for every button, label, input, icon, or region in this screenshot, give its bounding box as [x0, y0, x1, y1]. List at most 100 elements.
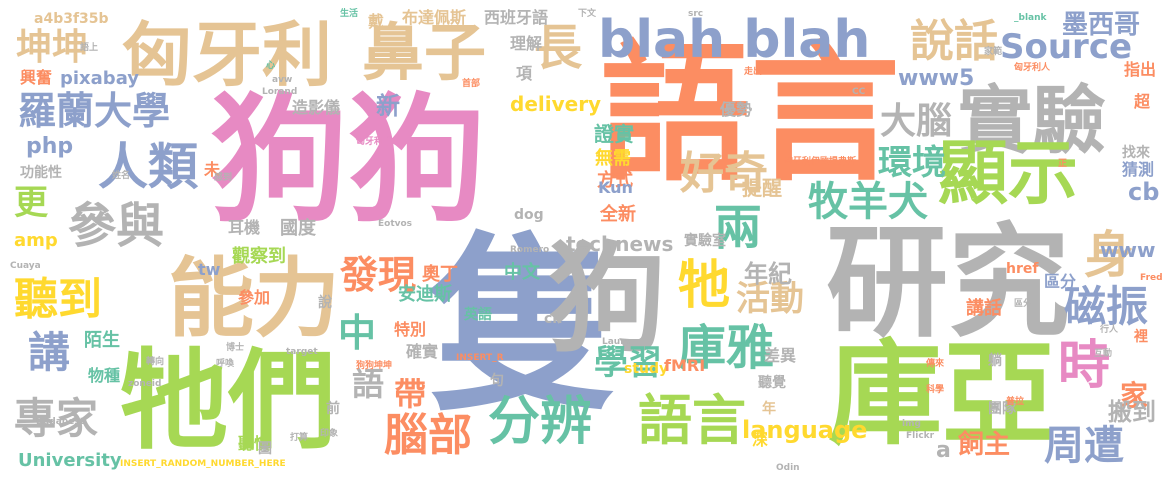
word: 躺 [988, 353, 1002, 369]
word: 匈牙利人 [1014, 63, 1051, 73]
word: 傳來 [926, 359, 945, 369]
word: 新 [376, 92, 400, 120]
word: 發現 [340, 253, 417, 297]
word: 匈牙利 [122, 14, 332, 96]
word: amp [14, 230, 58, 251]
word: 未 [204, 160, 221, 179]
word: 庫雅 [678, 320, 775, 376]
word: 項 [516, 64, 533, 83]
word: University [18, 450, 122, 471]
word: 學習 [594, 343, 662, 383]
word: 能力 [168, 249, 340, 349]
word: 前 [326, 401, 340, 417]
word: 帶 [394, 375, 427, 413]
word: target [286, 347, 318, 357]
word: 參與 [68, 198, 165, 254]
word: 中 [338, 311, 377, 355]
word: _blank [1014, 13, 1047, 23]
word: 興奮 [20, 68, 53, 87]
word: 坤坤 [16, 27, 89, 68]
word: 奧丁 [422, 264, 458, 285]
word: 功能性 [20, 165, 62, 181]
word: 下文 [578, 9, 597, 19]
word: 年紀 [744, 260, 792, 288]
word: 指出 [1124, 60, 1157, 79]
word: 造影儀 [292, 98, 341, 117]
word: Kun [598, 178, 633, 197]
word: 行人 [1100, 325, 1119, 335]
word: 兩 [714, 200, 763, 256]
word: 講 [28, 328, 71, 377]
word: 博士 [226, 343, 245, 353]
word: 說 [318, 295, 332, 311]
word: zoneid [128, 379, 162, 389]
word: 周遭 [1044, 423, 1124, 469]
word: pixabay [60, 68, 140, 89]
word: 方式 [597, 170, 633, 191]
word: 顯示 [938, 132, 1078, 214]
word: src [688, 9, 704, 19]
word: blah blah [598, 10, 871, 70]
word: 腦部 [384, 410, 472, 461]
word: 普拉 [1006, 397, 1025, 407]
word: 專家 [14, 394, 99, 443]
word: 布達佩斯 [402, 8, 467, 27]
word: 區分 [1014, 299, 1033, 309]
word: www5 [898, 66, 975, 91]
word: a [936, 438, 951, 463]
word: 猜測 [1122, 160, 1155, 179]
word: 理解 [510, 34, 543, 53]
word: dog [514, 207, 544, 223]
word: Fred [1140, 273, 1163, 283]
word: 狗狗坤坤 [356, 361, 393, 371]
word: www [1100, 238, 1156, 262]
word: 裡 [1134, 329, 1148, 345]
word: 安迪斯 [398, 284, 452, 305]
word: Romero [510, 245, 550, 255]
word: 講話 [966, 298, 1002, 319]
word: Budapest [36, 417, 84, 427]
word: 生活 [340, 9, 359, 19]
word: 句 [490, 373, 504, 389]
word: 心 [266, 61, 276, 71]
word: language [742, 416, 868, 444]
word: 庫亞 [828, 328, 1057, 461]
word: 狗狗 [210, 80, 487, 241]
word: Eotvos [378, 219, 413, 229]
word: Source [1000, 27, 1133, 67]
word: 正 [1058, 159, 1068, 169]
word: 陌生 [84, 330, 120, 351]
word: ck [544, 311, 562, 327]
word: 超 [1134, 92, 1151, 111]
word: 姓名 [112, 171, 131, 181]
word: 走出 [744, 67, 763, 77]
word: 聽慣 [238, 434, 271, 453]
word: fMRI [664, 356, 706, 375]
word: 匈牙利伊歐提弗斯 [784, 157, 857, 167]
word: 長 [534, 20, 583, 76]
word: 更 [14, 183, 48, 223]
word: 身 [1084, 226, 1134, 284]
word: 隻 [428, 216, 619, 437]
word: 搬到 [1108, 398, 1156, 426]
word: Laura [602, 337, 631, 347]
word: 匈牙利語 [356, 137, 393, 147]
word: 團隊 [988, 401, 1016, 417]
word: 語上 [80, 43, 99, 53]
word: 證實 [594, 122, 634, 146]
word: 感到 [214, 173, 233, 183]
word: 牧羊犬 [808, 179, 928, 225]
word: 區分 [1044, 272, 1077, 291]
word: 國度 [280, 218, 316, 239]
word: 物種 [88, 366, 121, 385]
word: 年 [762, 401, 776, 417]
word: 戴 [368, 12, 385, 31]
word: 差異 [764, 346, 797, 365]
word: 參加 [238, 288, 271, 307]
word: 鼻子 [362, 16, 487, 89]
word: 大腦 [880, 101, 953, 142]
word: 墨西哥 [1062, 10, 1141, 40]
word: 說話 [910, 16, 998, 67]
word: 特別 [394, 320, 427, 339]
